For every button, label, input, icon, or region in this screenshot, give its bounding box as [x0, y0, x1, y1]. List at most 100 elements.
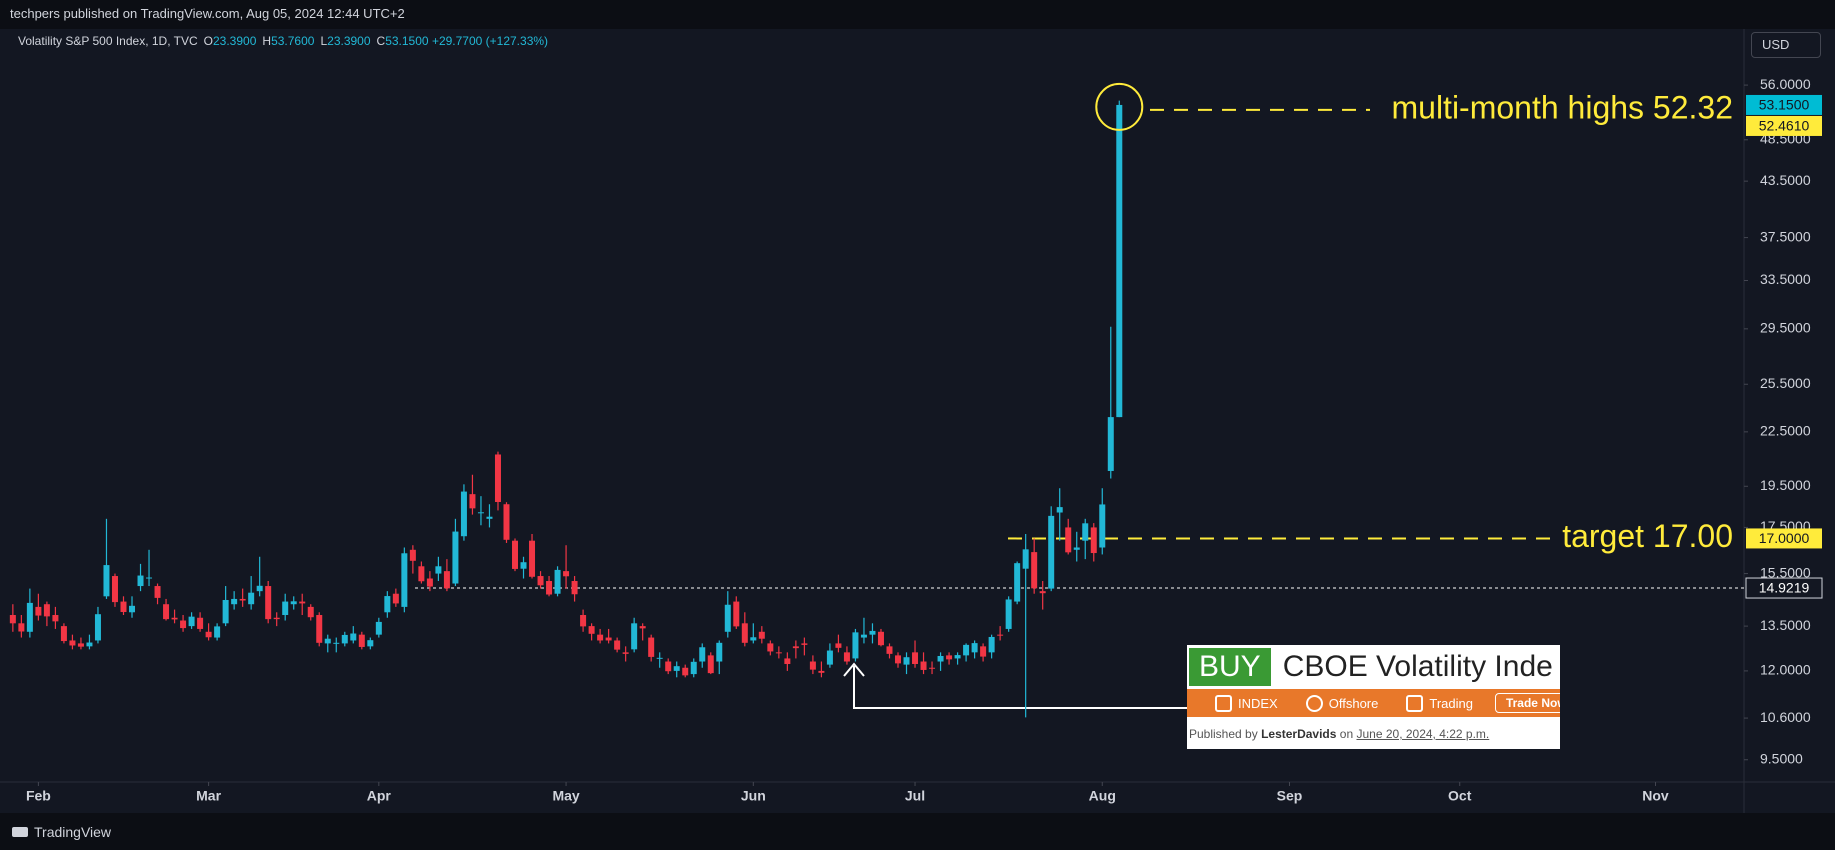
y-tick-label: 29.5000 — [1760, 320, 1811, 336]
candle-body — [154, 586, 161, 598]
candle-body — [554, 569, 561, 594]
candle-body — [997, 634, 1004, 636]
candle-body — [231, 598, 238, 605]
tag-icon — [1305, 694, 1323, 712]
x-tick-label: Jun — [741, 788, 766, 804]
candle-body — [886, 646, 893, 654]
candle-body — [52, 615, 59, 622]
candle-body — [741, 623, 748, 643]
candle-body — [460, 491, 467, 537]
y-tick-label: 9.5000 — [1760, 750, 1803, 766]
candle-body — [946, 655, 953, 660]
candle-body — [9, 615, 16, 624]
candle-body — [409, 549, 416, 561]
trade-button[interactable]: Trade Now — [1494, 693, 1560, 713]
level-price-box: 52.4610 — [1746, 115, 1822, 136]
annotation: target 17.00 — [1562, 518, 1733, 554]
candle-body — [1056, 507, 1063, 513]
candle-body — [452, 531, 459, 584]
level-price-box: 17.0000 — [1746, 528, 1822, 549]
candle-body — [707, 655, 714, 674]
level-price-box-label: 17.0000 — [1759, 530, 1810, 546]
y-tick-label: 22.5000 — [1760, 423, 1811, 439]
x-tick-label: Jul — [905, 788, 925, 804]
candle-body — [290, 601, 297, 605]
y-tick-label: 33.5000 — [1760, 271, 1811, 287]
candle-body — [146, 577, 153, 579]
candle-body — [512, 540, 519, 569]
candle-body — [94, 614, 101, 641]
candle-body — [1005, 599, 1012, 629]
inset-byline: Published by LesterDavids on June 20, 20… — [1187, 717, 1560, 741]
candle-body — [1073, 547, 1080, 550]
candle-body — [214, 626, 221, 638]
ohlc-key: O — [203, 34, 213, 48]
candle-body — [784, 658, 791, 664]
inset-tag: INDEX — [1215, 694, 1278, 712]
x-tick-label: Mar — [196, 788, 221, 804]
footer: TradingView — [12, 824, 111, 840]
candle-body — [877, 631, 884, 646]
candle-body — [648, 637, 655, 657]
candle-body — [256, 585, 263, 592]
x-tick-label: Aug — [1089, 788, 1116, 804]
candle-body — [171, 617, 178, 620]
candle-body — [222, 599, 229, 624]
candle-body — [18, 623, 25, 632]
candle-body — [597, 634, 604, 641]
candle-body — [307, 606, 314, 618]
x-tick-label: Apr — [367, 788, 392, 804]
y-tick-label: 56.0000 — [1760, 76, 1811, 92]
arrow-head — [843, 662, 865, 677]
inset-tag: Offshore — [1305, 694, 1379, 712]
tag-text: Offshore — [1328, 695, 1379, 711]
level-price-box: 14.9219 — [1745, 577, 1823, 599]
x-tick-label: Nov — [1642, 788, 1669, 804]
byline-prefix: Published by — [1189, 727, 1258, 741]
level-price-box-bg — [1745, 577, 1823, 599]
candle-body — [120, 601, 127, 613]
tag-icon — [1215, 694, 1232, 712]
candle-body — [1065, 527, 1072, 553]
candle-body — [392, 593, 399, 604]
y-tick-label: 19.5000 — [1760, 477, 1811, 493]
y-tick-label: 15.5000 — [1760, 564, 1811, 580]
last-price-box-label: 53.1500 — [1759, 97, 1810, 113]
highlight-circle — [1095, 82, 1144, 131]
candle-body — [69, 640, 76, 646]
ohlc-value: 53.1500 — [385, 34, 429, 48]
ohlc-key: C — [376, 34, 386, 48]
candle-body — [801, 643, 808, 645]
candle-body — [418, 566, 425, 582]
candle-body — [622, 652, 629, 654]
inset-image: BUY CBOE Volatility Inde INDEX Offshore T… — [1187, 645, 1560, 749]
inset-bar: INDEX Offshore Trading Trade Now — [1187, 689, 1560, 717]
last-price-box-bg — [1746, 94, 1822, 115]
candle-body — [205, 631, 212, 638]
byline-author: LesterDavids — [1261, 727, 1337, 741]
y-tick-label: 13.5000 — [1760, 617, 1811, 633]
candle-body — [435, 566, 442, 574]
candle-body — [733, 601, 740, 627]
y-tick-label: 10.6000 — [1760, 709, 1811, 725]
candle-body — [971, 643, 978, 653]
ohlc-key: L — [320, 34, 328, 48]
candle-body — [384, 596, 391, 613]
candle-body — [324, 638, 331, 644]
candle-body — [163, 604, 170, 620]
candle-body — [358, 634, 365, 647]
candle-body — [852, 632, 859, 659]
candle-body — [486, 516, 493, 519]
candle-body — [77, 643, 84, 647]
candle-body — [571, 581, 578, 595]
currency-button[interactable]: USD — [1751, 32, 1821, 58]
candle-body — [716, 642, 723, 662]
candle-body — [546, 581, 553, 595]
arrow-line — [853, 666, 1190, 709]
candle-body — [860, 634, 867, 638]
candle-body — [903, 657, 910, 665]
candle-body — [1048, 515, 1055, 589]
candle-body — [656, 657, 663, 659]
candle-body — [937, 655, 944, 662]
